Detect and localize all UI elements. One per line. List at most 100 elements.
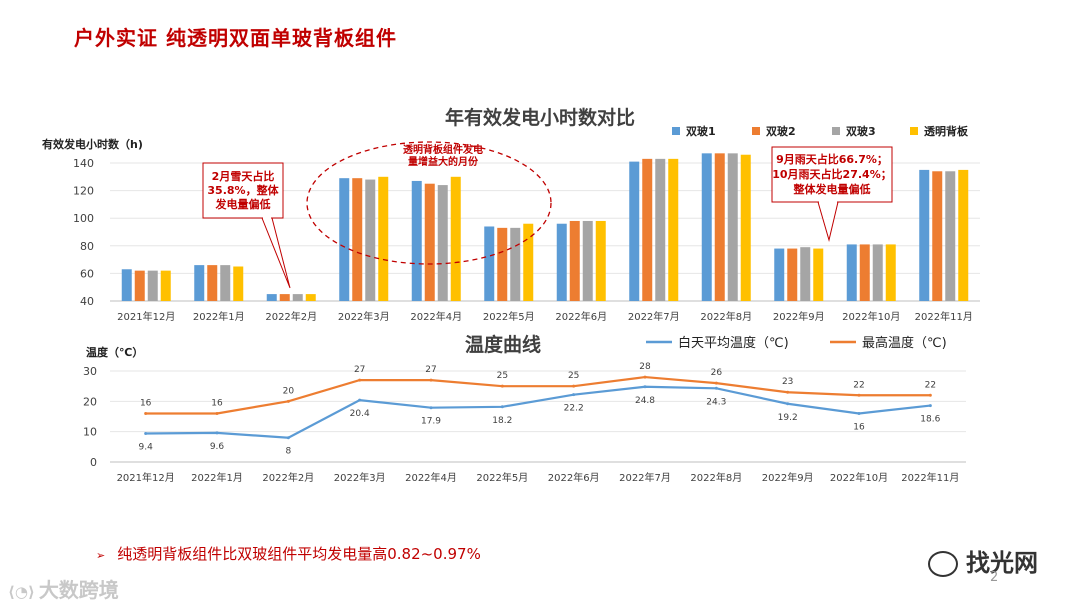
legend-swatch	[672, 127, 680, 135]
data-label: 20.4	[350, 409, 370, 419]
legend-swatch	[910, 127, 918, 135]
bar	[556, 223, 567, 301]
line-y-tick-label: 20	[83, 395, 97, 408]
bar	[121, 269, 132, 301]
bar-x-tick-label: 2022年4月	[410, 310, 462, 323]
line-x-tick-label: 2022年4月	[405, 471, 457, 484]
series-point	[286, 399, 290, 403]
data-label: 28	[639, 362, 651, 372]
watermark-left: ⟨◔⟩ 大数跨境	[8, 574, 119, 603]
data-label: 16	[853, 422, 865, 432]
data-label: 24.3	[706, 397, 726, 407]
line-x-tick-label: 2022年7月	[619, 471, 671, 484]
series-point	[500, 405, 504, 409]
arrow-bullet-icon: ➢	[96, 549, 106, 562]
legend-swatch	[832, 127, 840, 135]
bar	[339, 178, 350, 301]
series-point	[857, 411, 861, 415]
bar	[701, 153, 712, 301]
series-point	[215, 411, 219, 415]
bar-x-tick-label: 2022年1月	[193, 310, 245, 323]
line-x-tick-label: 2022年5月	[476, 471, 528, 484]
bar	[714, 153, 725, 301]
data-label: 20	[283, 386, 295, 396]
series-point	[429, 406, 433, 410]
bar	[194, 265, 205, 301]
annotation-box-rain	[771, 146, 893, 203]
bar	[450, 176, 461, 301]
bar	[642, 158, 653, 301]
bar	[958, 169, 969, 301]
line-x-tick-label: 2022年2月	[262, 471, 314, 484]
series-point	[429, 378, 433, 382]
line-x-tick-label: 2021年12月	[117, 471, 175, 484]
bar	[279, 294, 290, 301]
data-label: 24.8	[635, 396, 655, 406]
series-point	[928, 404, 932, 408]
data-label: 22	[925, 380, 936, 390]
annotation-text-rain: 整体发电量偏低	[793, 182, 871, 196]
series-line	[145, 385, 931, 439]
annotation-box-feb	[202, 162, 284, 219]
data-label: 26	[711, 368, 723, 378]
data-label: 9.6	[210, 442, 225, 452]
series-point	[857, 393, 861, 397]
bar	[774, 248, 785, 301]
line-x-tick-label: 2022年9月	[762, 471, 814, 484]
page-title: 户外实证 纯透明双面单玻背板组件	[74, 26, 397, 50]
bar	[266, 294, 277, 301]
bar-chart-title: 年有效发电小时数对比	[445, 106, 635, 129]
bar	[629, 161, 640, 301]
data-label: 18.2	[492, 416, 512, 426]
annotation-text-gain: 透明背板组件发电	[403, 143, 483, 156]
series-point	[786, 402, 790, 406]
series-point	[358, 398, 362, 402]
bar-y-axis-label: 有效发电小时数（h)	[42, 137, 143, 151]
highlight-ellipse	[306, 141, 552, 265]
series-point	[572, 393, 576, 397]
series-point	[286, 436, 290, 440]
line-y-axis-label: 温度（℃）	[86, 345, 143, 359]
bar-x-tick-label: 2022年10月	[842, 310, 900, 323]
bar	[220, 265, 231, 301]
bar	[787, 248, 798, 301]
bar	[352, 178, 363, 301]
bar	[411, 180, 422, 301]
page-number: 2	[990, 570, 999, 585]
series-point	[144, 411, 148, 415]
bar	[655, 158, 666, 301]
bar	[727, 153, 738, 301]
bar-x-tick-label: 2022年8月	[700, 310, 752, 323]
data-label: 27	[354, 365, 365, 375]
line-chart-title: 温度曲线	[465, 333, 541, 356]
bar	[292, 294, 303, 301]
bar-x-tick-label: 2022年11月	[915, 310, 973, 323]
bar	[885, 244, 896, 301]
annotation-text-rain: 9月雨天占比66.7%；	[776, 152, 888, 166]
bar	[872, 244, 883, 301]
brand-logo-icon: ⟨◔⟩	[8, 583, 35, 601]
bar	[305, 294, 316, 301]
bar	[160, 270, 171, 301]
data-label: 16	[211, 398, 223, 408]
line-legend-label: 白天平均温度（℃)	[678, 335, 789, 351]
line-y-tick-label: 10	[83, 426, 97, 439]
watermark-right: 找光网	[928, 543, 1038, 578]
data-label: 16	[140, 398, 152, 408]
bar-x-tick-label: 2022年2月	[265, 310, 317, 323]
data-label: 22.2	[564, 404, 584, 414]
annotation-text-feb: 2月雪天占比	[212, 169, 275, 183]
bar-x-tick-label: 2022年5月	[483, 310, 535, 323]
legend-swatch	[752, 127, 760, 135]
annotation-pointer-feb	[261, 217, 291, 289]
bar	[919, 169, 930, 301]
data-label: 8	[285, 447, 291, 457]
bar	[378, 176, 389, 301]
bar-x-tick-label: 2022年3月	[338, 310, 390, 323]
bar	[668, 158, 679, 301]
bar	[484, 226, 495, 301]
watermark-right-text: 找光网	[966, 549, 1038, 577]
line-x-tick-label: 2022年3月	[334, 471, 386, 484]
series-point	[500, 384, 504, 388]
